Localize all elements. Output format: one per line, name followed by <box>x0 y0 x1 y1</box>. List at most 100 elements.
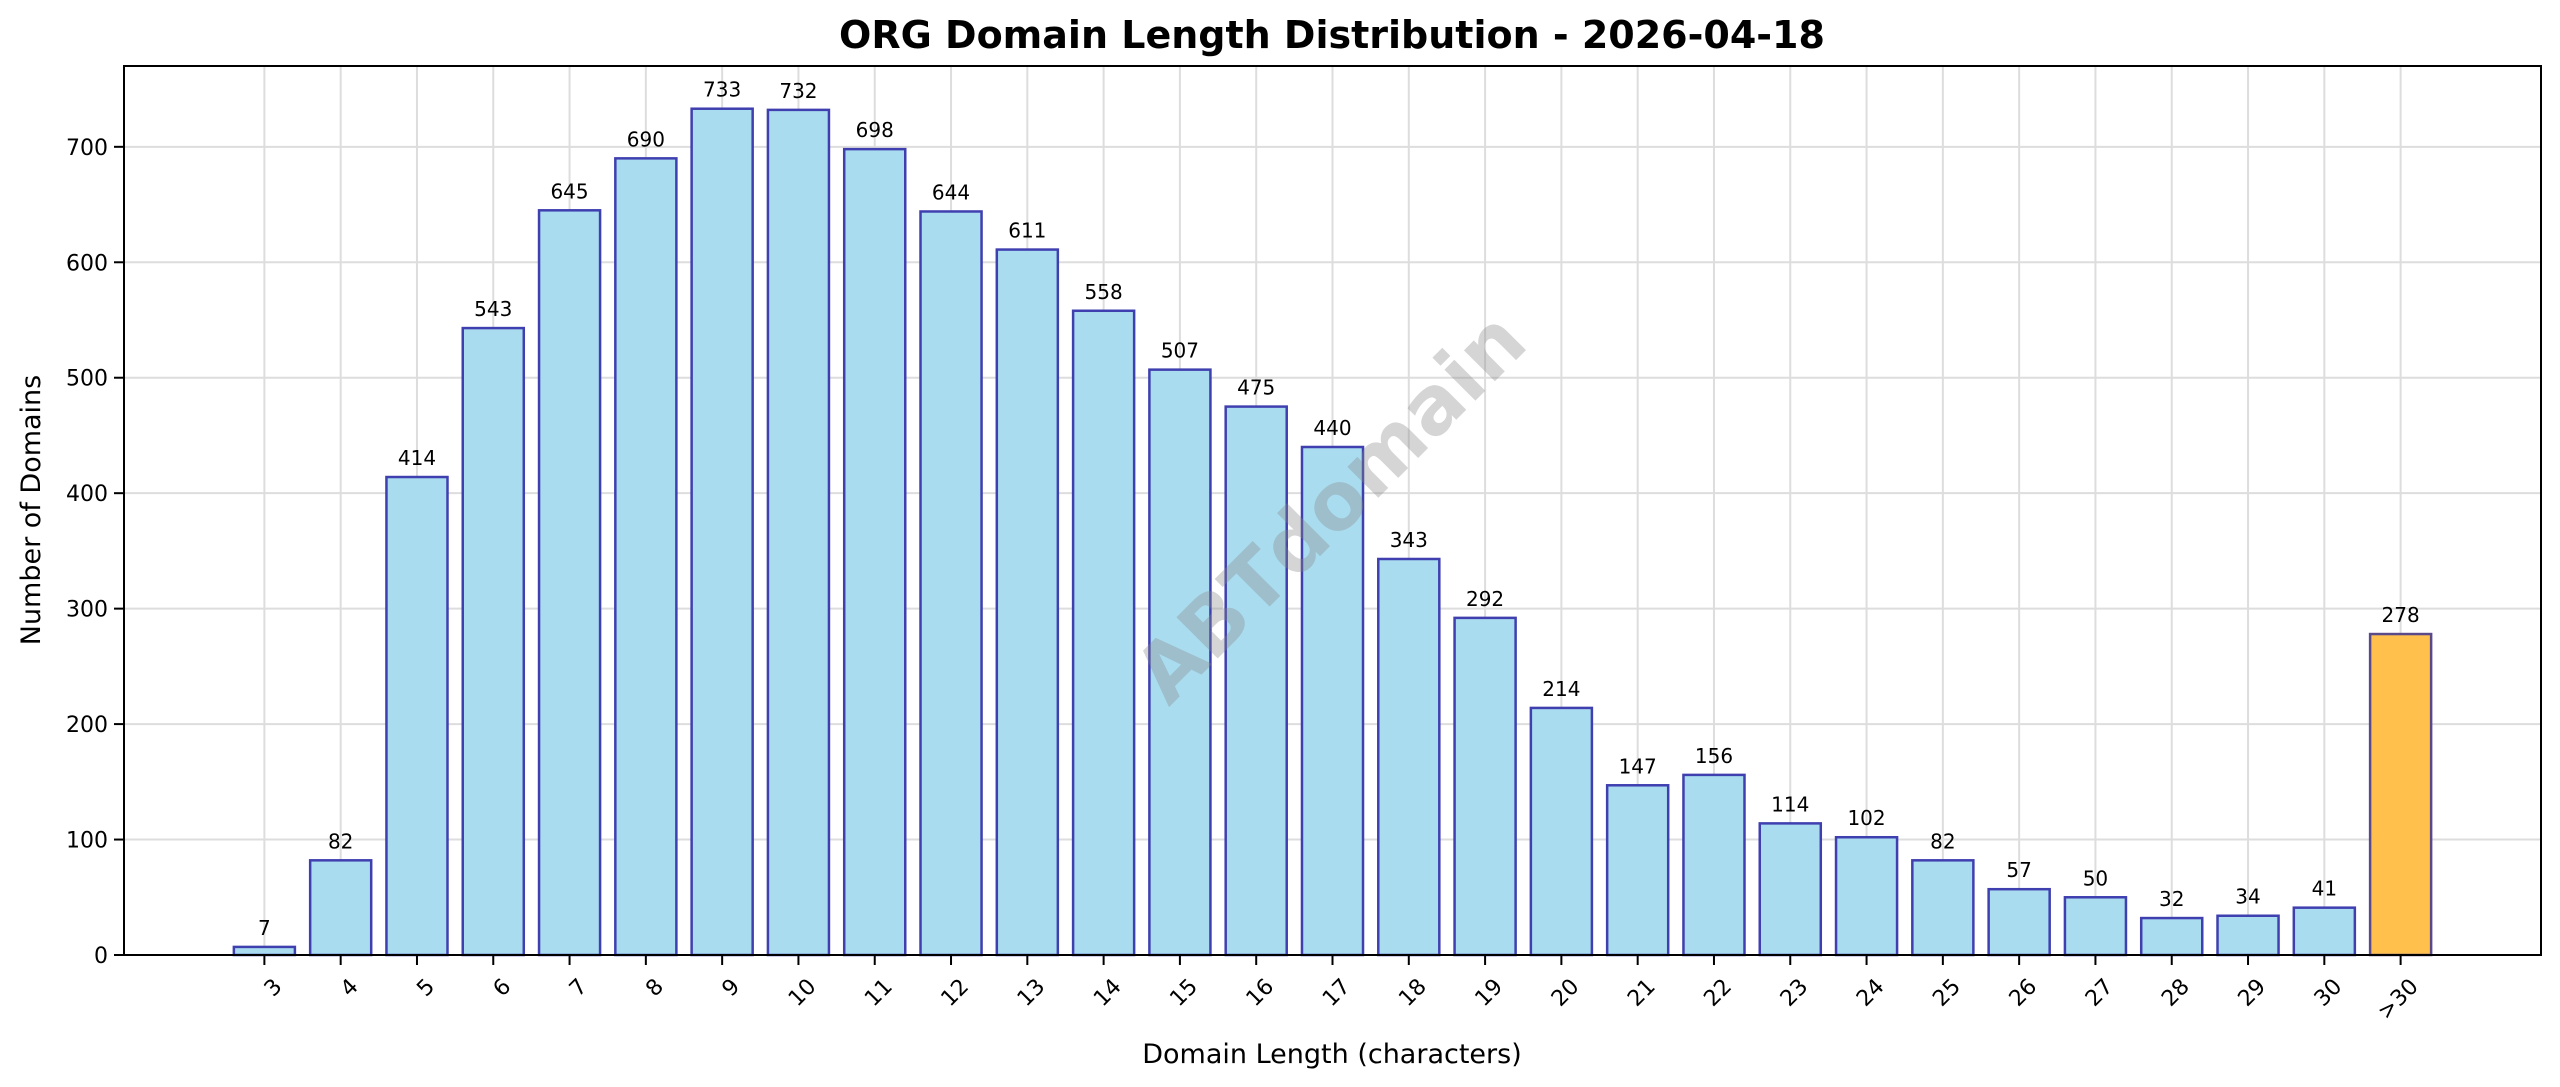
bar-15 <box>1148 368 1212 957</box>
data-label: 41 <box>2312 877 2337 901</box>
bar-24 <box>1834 835 1899 957</box>
bar-6 <box>461 326 526 957</box>
bar-3 <box>232 945 297 957</box>
bar-14 <box>1071 309 1136 957</box>
bar-11 <box>842 147 907 957</box>
y-axis-label: Number of Domains <box>16 375 47 646</box>
bar-28 <box>2139 916 2204 957</box>
y-tick-label: 700 <box>66 136 108 161</box>
x-tick-label: 13 <box>1013 974 1050 1011</box>
bar-9 <box>690 107 754 957</box>
x-tick-label: 3 <box>260 974 288 1002</box>
x-tick-label: 20 <box>1547 974 1584 1011</box>
x-tick-label: 12 <box>937 974 974 1011</box>
x-tick-label: 29 <box>2234 974 2271 1011</box>
data-label: 50 <box>2083 866 2108 890</box>
bar-4 <box>308 859 373 957</box>
data-label: 507 <box>1161 339 1199 363</box>
bar-23 <box>1758 822 1823 957</box>
bar-18 <box>1377 557 1441 957</box>
y-tick-label: 200 <box>66 713 108 738</box>
y-tick-label: 500 <box>66 367 108 392</box>
data-label: 690 <box>627 127 665 151</box>
x-tick-label: 22 <box>1699 974 1736 1011</box>
bar-29 <box>2216 914 2280 957</box>
x-tick-label: 8 <box>641 974 669 1002</box>
data-label: 278 <box>2382 603 2420 627</box>
y-tick-label: 400 <box>66 482 108 507</box>
data-label: 733 <box>703 78 741 102</box>
data-label: 645 <box>550 179 588 203</box>
data-label: 34 <box>2235 885 2260 909</box>
data-label: 698 <box>856 118 894 142</box>
y-tick-label: 600 <box>66 251 108 276</box>
bar-21 <box>1605 784 1670 957</box>
data-label: 543 <box>474 297 512 321</box>
x-tick-label: 27 <box>2081 974 2118 1011</box>
data-label: 343 <box>1390 528 1428 552</box>
x-tick-label: 10 <box>784 974 821 1011</box>
y-tick-label: 0 <box>94 944 108 969</box>
bar-10 <box>766 108 831 957</box>
x-tick-label: 26 <box>2005 974 2042 1011</box>
y-tick-label: 300 <box>66 598 108 623</box>
bar-7 <box>537 209 602 957</box>
x-axis: 3 4 5 6 7 8 9 10 11 12 13 14 15 16 17 18 19 20 21 22 23 24 25 2… <box>260 955 2424 1025</box>
x-tick-label: 17 <box>1318 974 1355 1011</box>
x-tick-label: 21 <box>1623 974 1660 1011</box>
data-label: 440 <box>1313 416 1351 440</box>
x-tick-label: 30 <box>2310 974 2347 1011</box>
x-tick-label: 18 <box>1394 974 1431 1011</box>
x-tick-label: 24 <box>1852 974 1889 1011</box>
bar-22 <box>1682 773 1746 957</box>
bar-27 <box>2063 896 2128 957</box>
data-labels: 7 82 414 543 645 690 733 732 698 644 611 558 507 475 4… <box>258 78 2420 940</box>
x-tick-label: 15 <box>1165 974 1202 1011</box>
x-tick-label: >30 <box>2373 974 2424 1025</box>
data-label: 414 <box>398 446 436 470</box>
y-axis: 0 100 200 300 400 500 600 700 <box>66 136 124 969</box>
bar-25 <box>1911 859 1975 957</box>
chart-title: ORG Domain Length Distribution - 2026-04… <box>839 13 1825 57</box>
x-tick-label: 25 <box>1928 974 1965 1011</box>
data-label: 7 <box>258 916 271 940</box>
bar-20 <box>1529 706 1594 957</box>
data-label: 114 <box>1771 792 1809 816</box>
bar-30 <box>2292 906 2357 957</box>
data-label: 558 <box>1085 280 1123 304</box>
y-tick-label: 100 <box>66 829 108 854</box>
x-tick-label: 11 <box>860 974 897 1011</box>
data-label: 102 <box>1847 806 1885 830</box>
data-label: 156 <box>1695 744 1733 768</box>
data-label: 644 <box>932 180 970 204</box>
data-label: 611 <box>1008 219 1046 243</box>
data-label: 147 <box>1619 754 1657 778</box>
data-label: 214 <box>1542 677 1580 701</box>
data-label: 292 <box>1466 587 1504 611</box>
bar->30 <box>2368 632 2433 957</box>
x-tick-label: 28 <box>2157 974 2194 1011</box>
x-tick-label: 9 <box>718 974 746 1002</box>
x-tick-label: 16 <box>1242 974 1279 1011</box>
data-label: 32 <box>2159 887 2184 911</box>
bar-17 <box>1300 445 1365 957</box>
x-tick-label: 14 <box>1089 974 1126 1011</box>
x-tick-label: 7 <box>565 974 593 1002</box>
x-tick-label: 4 <box>336 974 364 1002</box>
data-label: 57 <box>2006 858 2031 882</box>
x-tick-label: 5 <box>412 974 440 1002</box>
data-label: 475 <box>1237 376 1275 400</box>
bar-12 <box>919 210 983 957</box>
x-tick-label: 19 <box>1471 974 1508 1011</box>
data-label: 82 <box>328 829 353 853</box>
bar-13 <box>995 248 1060 957</box>
data-label: 732 <box>779 79 817 103</box>
bar-8 <box>614 157 678 957</box>
bar-19 <box>1453 616 1517 957</box>
bar-5 <box>385 475 449 957</box>
data-label: 82 <box>1930 829 1955 853</box>
bar-16 <box>1224 405 1288 957</box>
bar-26 <box>1987 887 2051 957</box>
x-tick-label: 6 <box>489 974 517 1002</box>
